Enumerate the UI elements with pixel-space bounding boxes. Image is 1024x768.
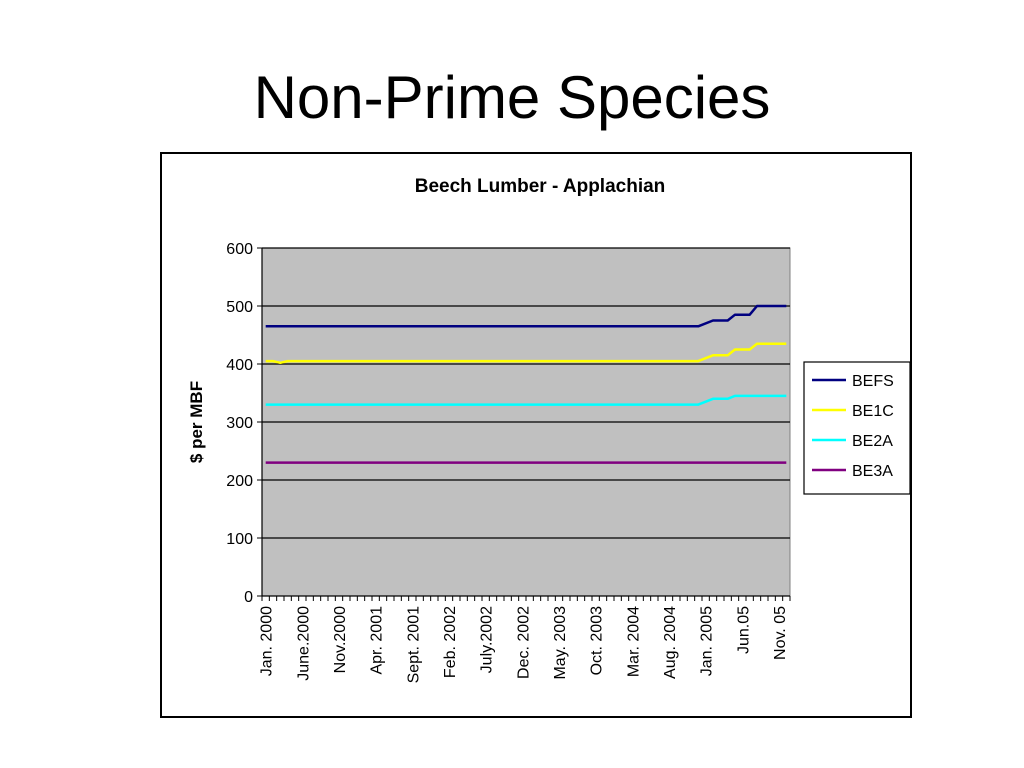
y-tick-label: 0 <box>244 589 253 606</box>
legend-box <box>803 361 911 495</box>
legend-label-be3a: BE3A <box>852 463 893 480</box>
x-tick-label: July.2002 <box>479 606 496 673</box>
y-axis-label: $ per MBF <box>187 381 206 463</box>
x-tick-label: June.2000 <box>295 606 312 681</box>
legend-label-be1c: BE1C <box>852 403 894 420</box>
series-line-befs <box>265 304 787 328</box>
chart-title: Beech Lumber - Applachian <box>415 176 666 197</box>
x-tick-label: Sept. 2001 <box>405 606 422 684</box>
x-tick-label: Mar. 2004 <box>625 606 642 677</box>
x-tick-label: Apr. 2001 <box>369 606 386 675</box>
x-tick-label: Nov. 05 <box>772 606 789 660</box>
gridlines <box>262 247 790 539</box>
x-tick-label: Nov.2000 <box>332 606 349 673</box>
legend-label-be2a: BE2A <box>852 433 893 450</box>
legend: BEFS BE1C BE2A BE3A <box>803 361 911 495</box>
slide-title: Non-Prime Species <box>253 64 771 131</box>
x-tick-label: Feb. 2002 <box>442 606 459 678</box>
y-tick-label: 500 <box>226 299 253 316</box>
line-chart: 0 100 200 300 400 500 600 Jan. 2000 June.2000 Nov… <box>187 176 911 684</box>
series-line-be1c <box>265 342 787 365</box>
axes: 0 100 200 300 400 500 600 Jan. 2000 June.2000 Nov… <box>226 241 791 684</box>
y-tick-label: 600 <box>226 241 253 258</box>
x-tick-label: Jun.05 <box>735 606 752 654</box>
chart-frame: 0 100 200 300 400 500 600 Jan. 2000 June.2000 Nov… <box>160 152 912 718</box>
y-tick-label: 400 <box>226 357 253 374</box>
x-tick-label: Jan. 2005 <box>699 606 716 676</box>
x-tick-label: Oct. 2003 <box>589 606 606 675</box>
y-tick-label: 200 <box>226 473 253 490</box>
x-tick-label: Jan. 2000 <box>259 606 276 676</box>
series-lines <box>265 304 787 464</box>
series-line-be2a <box>265 394 787 406</box>
y-tick-label: 300 <box>226 415 253 432</box>
x-tick-label: Dec. 2002 <box>515 606 532 679</box>
x-tick-label: Aug. 2004 <box>662 606 679 679</box>
x-tick-label: May. 2003 <box>552 606 569 680</box>
legend-label-befs: BEFS <box>852 373 894 390</box>
y-tick-label: 100 <box>226 531 253 548</box>
